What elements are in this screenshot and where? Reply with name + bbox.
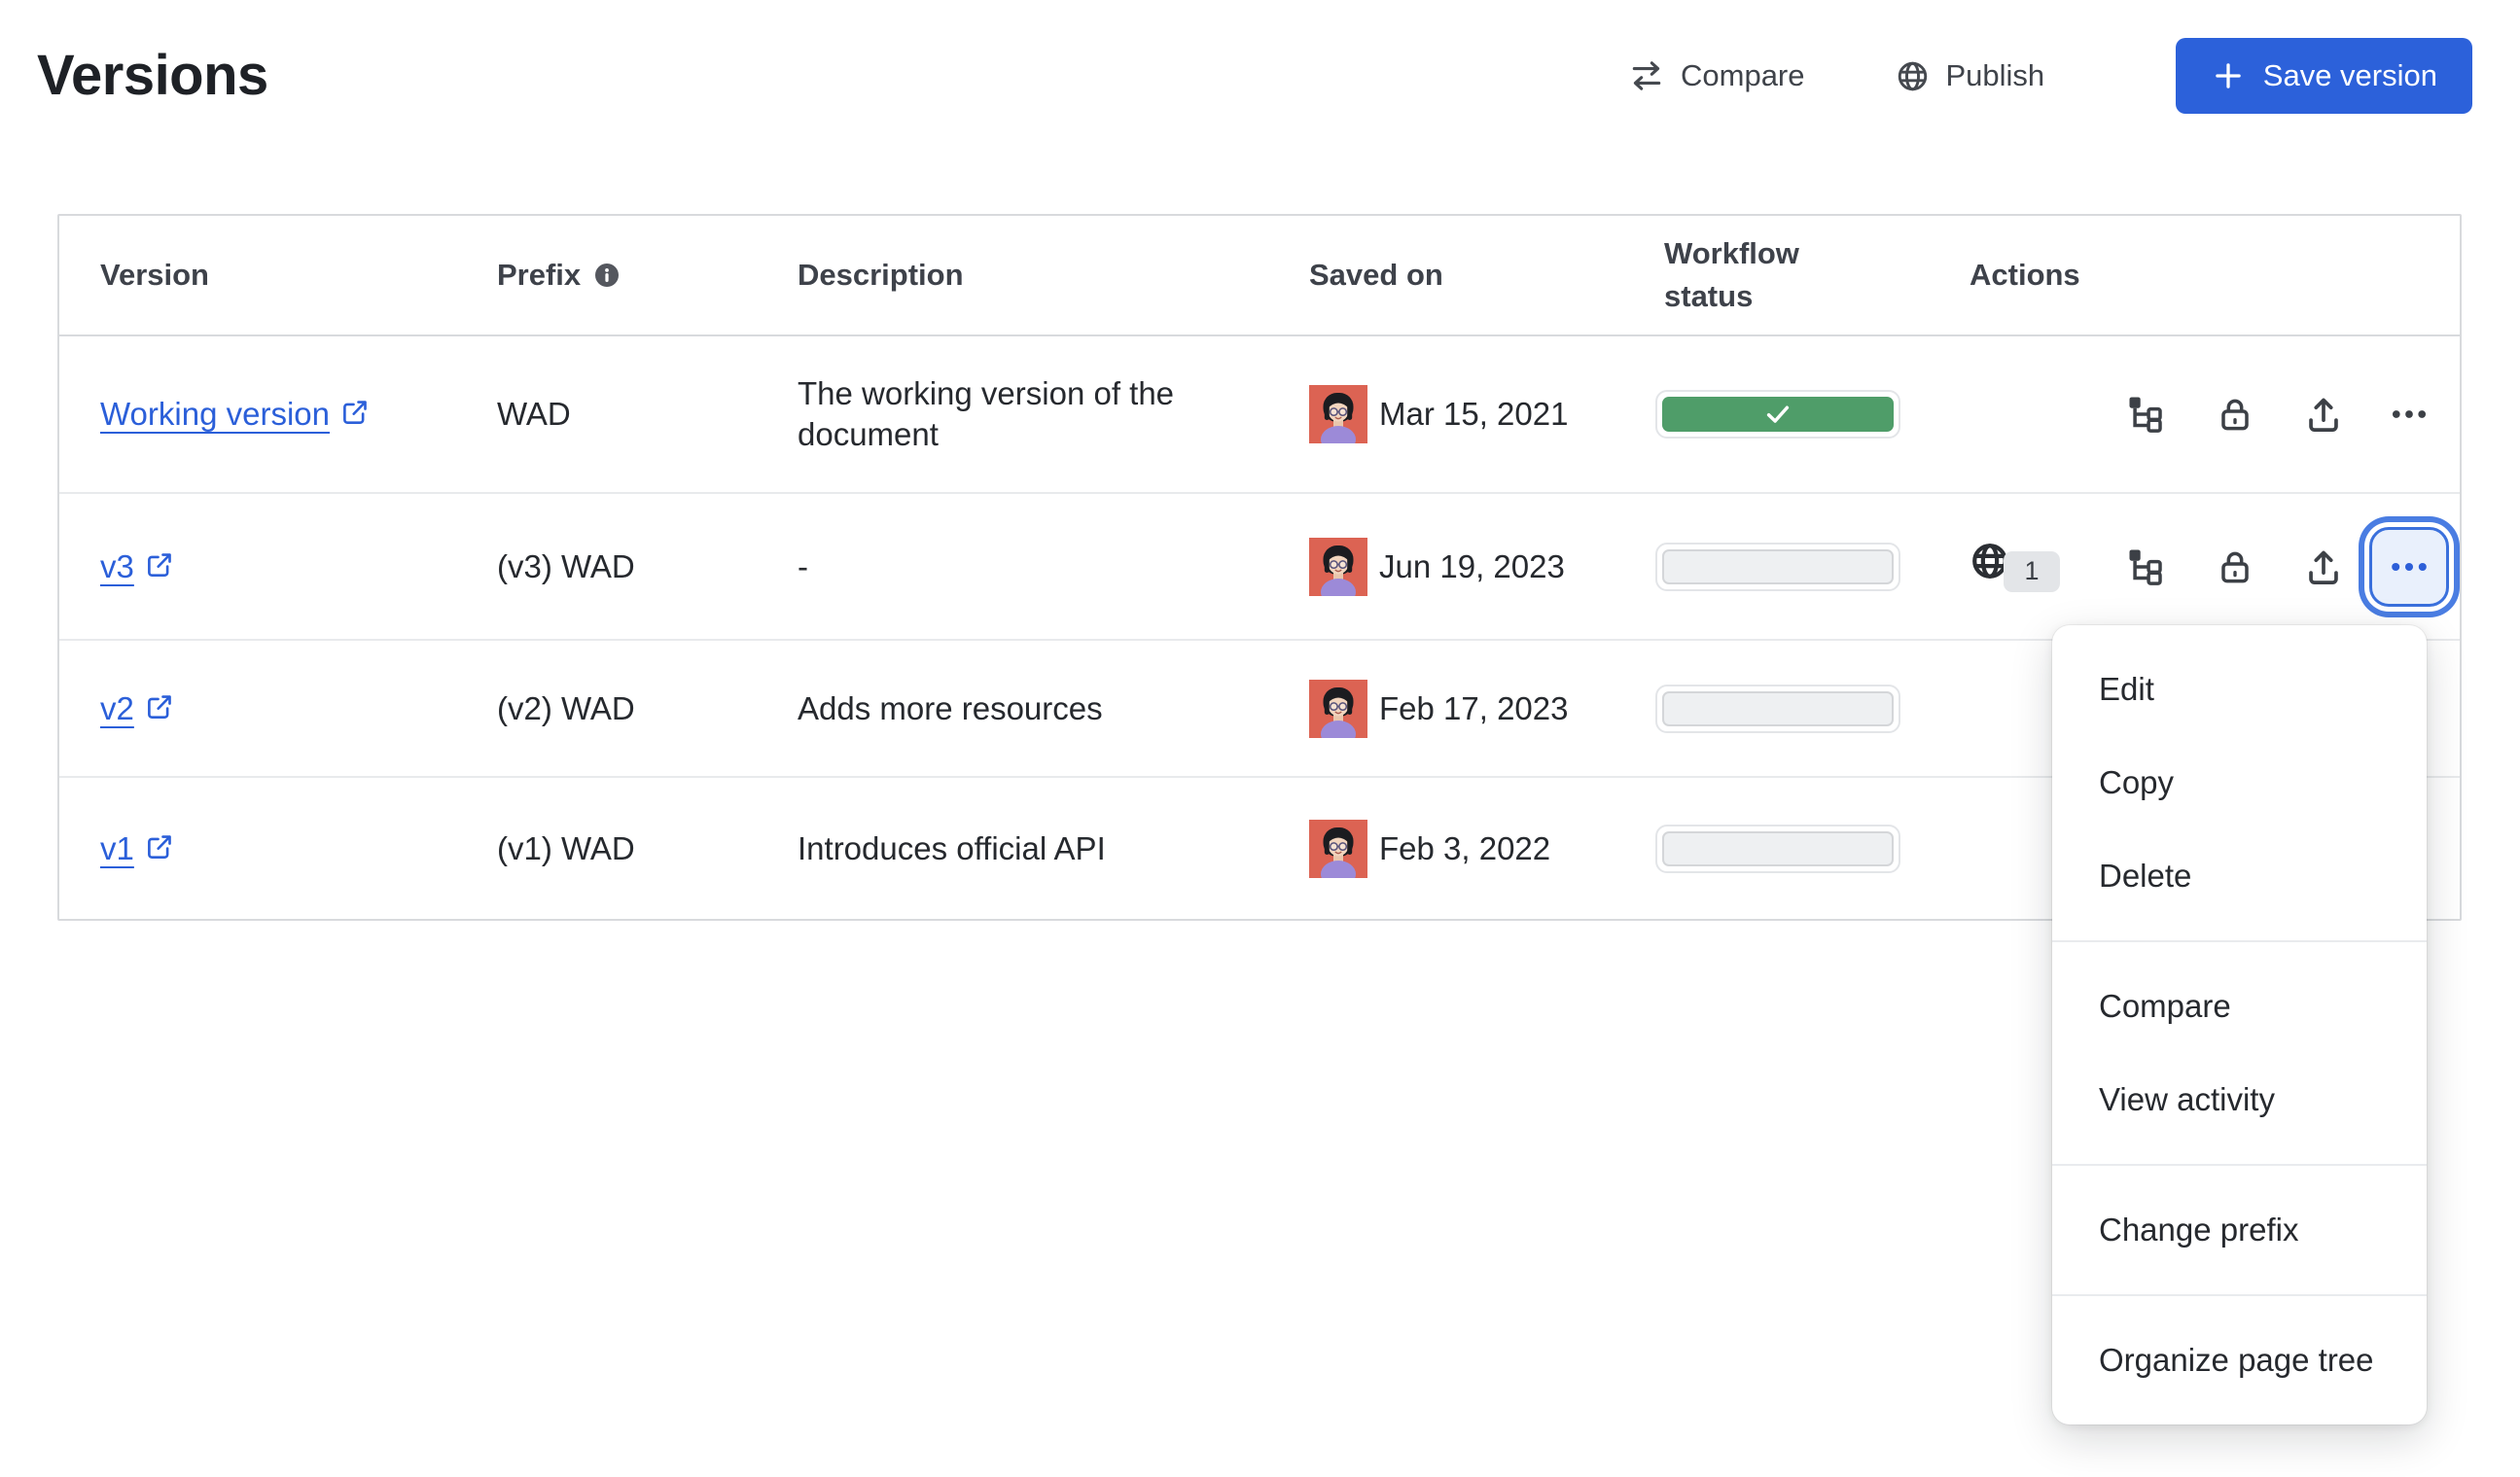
- prefix-cell: (v3) WAD: [497, 547, 635, 584]
- upload-icon: [2303, 546, 2344, 587]
- version-link-v1[interactable]: v1: [100, 830, 174, 867]
- globe-icon: [1895, 58, 1931, 94]
- version-context-menu: Edit Copy Delete Compare View activity C…: [2052, 625, 2427, 1424]
- swap-arrows-icon: [1628, 57, 1665, 94]
- avatar: [1309, 820, 1367, 878]
- table-header-row: Version Prefix Description Saved on Work…: [59, 216, 2460, 336]
- saved-on-cell: Feb 3, 2022: [1309, 820, 1550, 878]
- saved-on-date: Jun 19, 2023: [1379, 547, 1565, 584]
- version-link-working[interactable]: Working version: [100, 396, 370, 433]
- prefix-cell: (v2) WAD: [497, 689, 635, 726]
- lock-icon: [2216, 395, 2254, 434]
- avatar: [1309, 538, 1367, 596]
- version-link-label: Working version: [100, 396, 330, 432]
- saved-on-date: Mar 15, 2021: [1379, 396, 1569, 432]
- header-prefix-label: Prefix: [497, 258, 582, 292]
- workflow-status-bar[interactable]: [1655, 542, 1900, 591]
- menu-item-change-prefix[interactable]: Change prefix: [2099, 1212, 2299, 1248]
- description-cell: Adds more resources: [798, 689, 1103, 726]
- version-link-label: v1: [100, 829, 134, 866]
- workflow-status-bar[interactable]: [1655, 684, 1900, 733]
- page-tree-icon: [2126, 546, 2167, 587]
- lock-version-button[interactable]: [2216, 395, 2254, 434]
- upload-icon: [2303, 394, 2344, 435]
- saved-on-cell: Jun 19, 2023: [1309, 538, 1565, 596]
- description-cell: The working version of the document: [798, 375, 1175, 452]
- page-tree-icon: [2126, 394, 2167, 435]
- version-link-label: v3: [100, 547, 134, 584]
- save-version-button[interactable]: Save version: [2175, 38, 2472, 114]
- publish-button-label: Publish: [1945, 58, 2045, 92]
- organize-page-tree-button[interactable]: [2126, 394, 2167, 435]
- menu-item-edit[interactable]: Edit: [2099, 671, 2154, 707]
- menu-item-delete[interactable]: Delete: [2099, 858, 2192, 894]
- organize-page-tree-button[interactable]: [2126, 546, 2167, 587]
- prefix-cell: WAD: [497, 396, 571, 432]
- version-link-v3[interactable]: v3: [100, 548, 174, 585]
- header-workflow-status: Workflow status: [1664, 236, 1799, 313]
- avatar: [1309, 680, 1367, 738]
- table-row-v2: v2 (v2) WAD Adds more resources Feb 17, …: [59, 641, 2460, 778]
- compare-button-label: Compare: [1681, 58, 1805, 92]
- workflow-status-empty: [1662, 690, 1894, 726]
- saved-on-cell: Feb 17, 2023: [1309, 680, 1569, 738]
- save-version-button-label: Save version: [2262, 58, 2437, 92]
- page-title: Versions: [37, 44, 268, 107]
- avatar: [1309, 385, 1367, 443]
- saved-on-date: Feb 3, 2022: [1379, 829, 1551, 866]
- prefix-cell: (v1) WAD: [497, 829, 635, 866]
- external-link-icon: [340, 398, 370, 427]
- menu-item-organize-page-tree[interactable]: Organize page tree: [2099, 1342, 2374, 1378]
- external-link-icon: [145, 692, 174, 721]
- workflow-status-empty: [1662, 830, 1894, 866]
- menu-group: Edit Copy Delete: [2052, 625, 2427, 940]
- export-version-button[interactable]: [2303, 546, 2344, 587]
- lock-version-button[interactable]: [2216, 547, 2254, 586]
- plus-icon: [2211, 58, 2246, 93]
- saved-on-date: Feb 17, 2023: [1379, 689, 1569, 726]
- ellipsis-icon: [2388, 393, 2431, 436]
- version-link-label: v2: [100, 689, 134, 726]
- description-cell: -: [798, 547, 808, 584]
- publish-button[interactable]: Publish: [1895, 58, 2045, 94]
- menu-group: Organize page tree: [2052, 1294, 2427, 1424]
- table-row-v3: v3 (v3) WAD - Jun 19, 2023 1: [59, 494, 2460, 641]
- version-link-v2[interactable]: v2: [100, 690, 174, 727]
- header-prefix: Prefix: [497, 258, 621, 293]
- workflow-status-bar[interactable]: [1655, 390, 1900, 439]
- published-count-badge: 1: [2004, 550, 2060, 592]
- lock-icon: [2216, 547, 2254, 586]
- workflow-status-complete: [1662, 397, 1894, 432]
- workflow-status-bar[interactable]: [1655, 824, 1900, 873]
- table-row-working-version: Working version WAD The working version …: [59, 336, 2460, 494]
- description-cell: Introduces official API: [798, 829, 1106, 866]
- ellipsis-icon: [2387, 545, 2431, 589]
- check-icon: [1763, 400, 1792, 429]
- external-link-icon: [145, 550, 174, 580]
- toolbar: Compare Publish Save version: [1628, 38, 2472, 114]
- versions-table: Version Prefix Description Saved on Work…: [57, 214, 2462, 921]
- menu-group: Change prefix: [2052, 1164, 2427, 1294]
- external-link-icon: [145, 832, 174, 862]
- header-version: Version: [100, 258, 209, 292]
- menu-group: Compare View activity: [2052, 940, 2427, 1164]
- saved-on-cell: Mar 15, 2021: [1309, 385, 1568, 443]
- export-version-button[interactable]: [2303, 394, 2344, 435]
- menu-item-compare[interactable]: Compare: [2099, 988, 2231, 1024]
- more-actions-button-active[interactable]: [2369, 526, 2449, 607]
- published-indicator[interactable]: 1: [1969, 542, 2062, 592]
- more-actions-button[interactable]: [2388, 393, 2431, 436]
- header-actions: Actions: [1970, 258, 2080, 292]
- workflow-status-empty: [1662, 548, 1894, 584]
- table-row-v1: v1 (v1) WAD Introduces official API Feb …: [59, 778, 2460, 919]
- menu-item-view-activity[interactable]: View activity: [2099, 1081, 2275, 1117]
- compare-button[interactable]: Compare: [1628, 57, 1805, 94]
- header-description: Description: [798, 258, 964, 292]
- info-icon[interactable]: [592, 261, 621, 290]
- header-saved-on: Saved on: [1309, 258, 1443, 292]
- menu-item-copy[interactable]: Copy: [2099, 764, 2175, 800]
